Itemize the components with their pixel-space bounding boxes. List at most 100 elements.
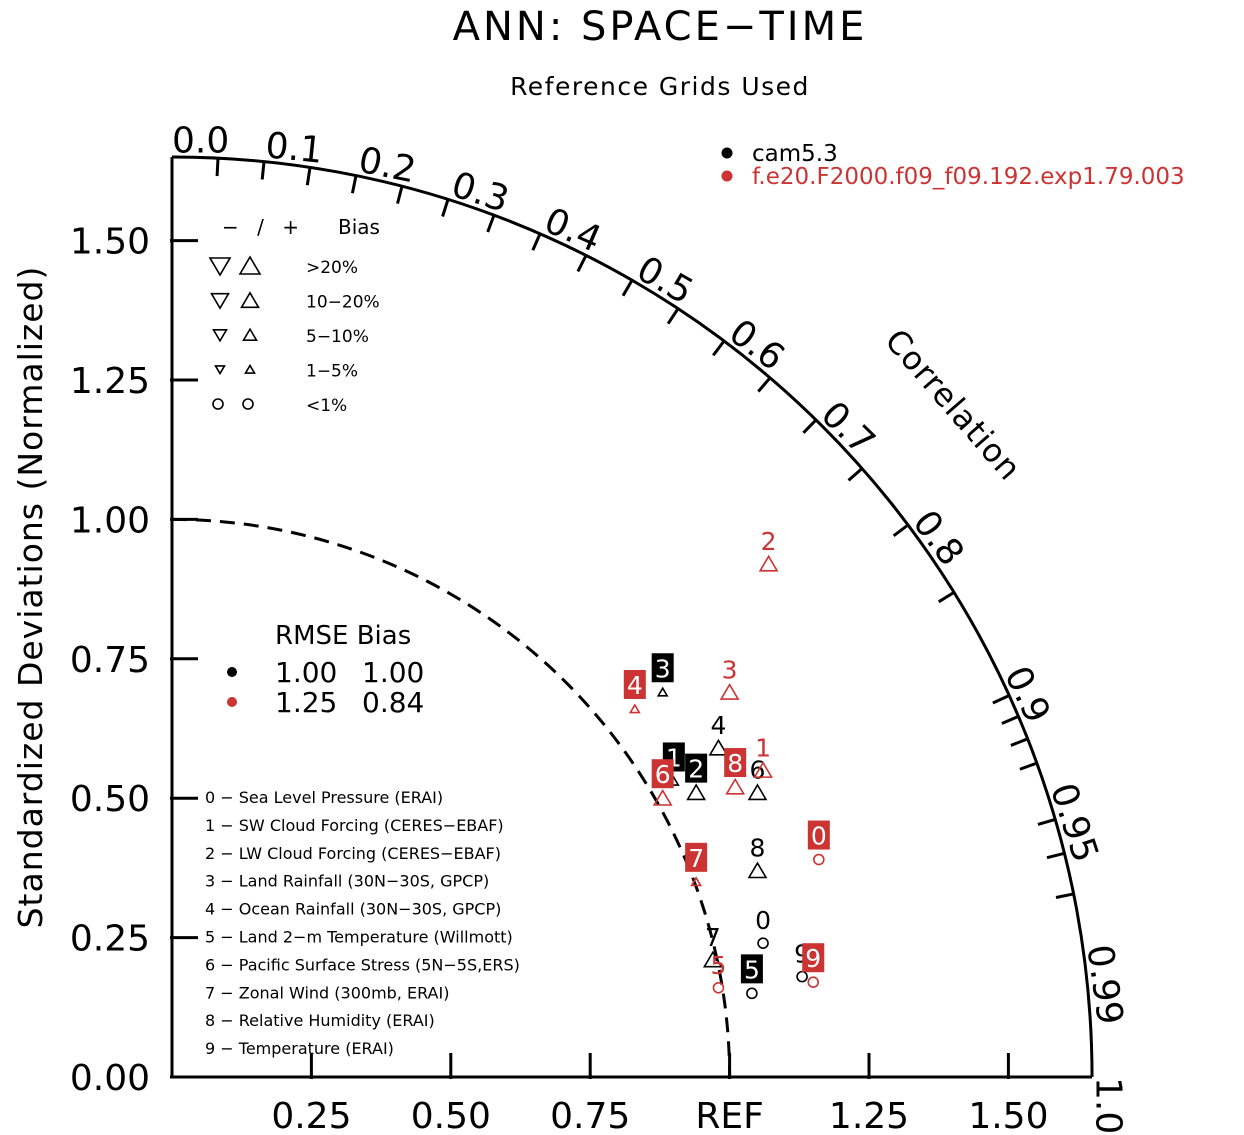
y-tick-label: 1.25 <box>70 361 150 402</box>
x-tick-label: 1.25 <box>829 1096 909 1135</box>
case-legend-label: f.e20.F2000.f09_f09.192.exp1.79.003 <box>752 164 1185 190</box>
correlation-minor-tick <box>531 233 542 251</box>
correlation-minor-tick <box>712 340 726 357</box>
data-marker-triangle <box>753 761 773 778</box>
data-marker-circle <box>757 937 769 949</box>
bias-legend-down-triangle <box>214 365 226 376</box>
bias-legend-up-triangle <box>244 363 256 374</box>
data-label-box <box>724 748 747 778</box>
rmse-legend-dot <box>227 697 237 707</box>
variable-legend-item: 0 − Sea Level Pressure (ERAI) <box>205 788 443 807</box>
data-label-box <box>623 669 646 699</box>
correlation-minor-tick <box>1037 817 1056 826</box>
bias-legend-header: Bias <box>338 215 380 239</box>
data-label-box <box>802 943 825 973</box>
correlation-tick-label: 0.9 <box>996 660 1058 729</box>
bias-legend-up-triangle <box>238 255 262 275</box>
correlation-minor-tick <box>802 418 818 434</box>
data-marker-circle <box>746 987 758 1000</box>
chart-title: ANN: SPACE−TIME <box>453 4 868 50</box>
data-marker-triangle <box>725 777 746 795</box>
data-marker-triangle <box>652 788 673 806</box>
correlation-axis-label: Correlation <box>877 322 1029 488</box>
data-marker-triangle <box>656 686 669 697</box>
data-marker-circle <box>807 976 820 989</box>
correlation-tick-label: 0.95 <box>1042 778 1106 867</box>
variable-legend-item: 2 − LW Cloud Forcing (CERES−EBAF) <box>205 844 501 863</box>
correlation-minor-tick <box>621 279 634 297</box>
variable-legend-item: 6 − Pacific Surface Stress (5N−5S,ERS) <box>205 955 520 974</box>
bias-legend-circle <box>242 398 254 410</box>
data-marker-triangle <box>758 554 779 572</box>
y-axis-label: Standardized Deviations (Normalized) <box>11 266 50 929</box>
data-label-box <box>740 954 763 984</box>
bias-legend-label: 1−5% <box>306 362 358 382</box>
bias-legend-up-triangle <box>240 291 260 309</box>
y-tick-label: 0.75 <box>70 640 150 681</box>
legend: cam5.3f.e20.F2000.f09_f09.192.exp1.79.00… <box>205 141 1185 1058</box>
data-label: 5 <box>710 951 726 980</box>
rmse-legend-rmse: 1.00 <box>275 656 337 689</box>
correlation-tick-label: 0.4 <box>538 200 607 260</box>
variable-legend-item: 8 − Relative Humidity (ERAI) <box>205 1011 435 1030</box>
x-tick-label: 1.50 <box>968 1096 1048 1135</box>
rmse-legend-header: RMSE Bias <box>275 621 411 651</box>
data-marker-triangle <box>747 783 768 801</box>
data-label: 2 <box>761 527 777 556</box>
data-label: 5 <box>744 955 760 984</box>
correlation-minor-tick <box>215 158 220 177</box>
correlation-tick-label: 0.0 <box>172 120 229 161</box>
bias-legend-label: 10−20% <box>306 293 380 313</box>
correlation-minor-tick <box>757 376 772 393</box>
correlation-minor-tick <box>1046 851 1065 860</box>
data-label-box <box>807 820 830 850</box>
bias-legend-down-triangle <box>208 257 232 277</box>
correlation-minor-tick <box>892 523 909 537</box>
data-label: 7 <box>705 923 721 952</box>
correlation-tick-label: 0.8 <box>904 503 971 573</box>
x-tick-label: 0.75 <box>550 1096 630 1135</box>
variable-legend-item: 4 − Ocean Rainfall (30N−30S, GPCP) <box>205 900 501 919</box>
correlation-minor-tick <box>486 214 496 233</box>
x-tick-label: 0.50 <box>411 1096 491 1135</box>
case-legend-dot <box>721 147 733 159</box>
data-label: 4 <box>627 671 643 700</box>
correlation-minor-tick <box>992 694 1010 705</box>
correlation-minor-tick <box>441 198 450 217</box>
rmse-legend-bias: 0.84 <box>362 686 424 719</box>
data-label-box <box>685 753 708 783</box>
case-legend-dot <box>721 170 733 182</box>
data-label: 6 <box>655 760 671 789</box>
rmse-legend-dot <box>227 667 237 677</box>
data-marker-triangle <box>747 861 768 879</box>
data-label: 8 <box>750 834 766 863</box>
correlation-minor-tick <box>396 185 404 204</box>
rmse-legend-bias: 1.00 <box>362 656 424 689</box>
correlation-minor-tick <box>576 254 588 273</box>
data-marker-triangle <box>719 683 740 700</box>
correlation-minor-tick <box>666 307 680 325</box>
data-marker-circle <box>796 970 808 983</box>
variable-legend-item: 5 − Land 2−m Temperature (Willmott) <box>205 928 513 947</box>
data-label: 0 <box>811 822 827 851</box>
data-label: 4 <box>710 711 726 740</box>
y-tick-label: 0.25 <box>70 919 150 960</box>
correlation-tick-label: 0.7 <box>813 394 883 463</box>
y-tick-label: 0.00 <box>70 1058 150 1099</box>
reference-arc <box>171 517 732 1078</box>
data-marker-triangle <box>702 950 723 968</box>
data-marker-circle <box>712 981 725 994</box>
variable-legend-item: 9 − Temperature (ERAI) <box>205 1039 394 1058</box>
data-label: 3 <box>722 655 738 684</box>
y-tick-label: 1.50 <box>70 222 150 263</box>
bias-legend-down-triangle <box>210 292 230 310</box>
correlation-minor-tick <box>1019 761 1038 771</box>
x-tick-label: REF <box>695 1096 763 1135</box>
bias-legend-circle <box>212 398 224 410</box>
bias-legend-label: <1% <box>306 396 347 416</box>
data-label-box <box>651 653 674 683</box>
